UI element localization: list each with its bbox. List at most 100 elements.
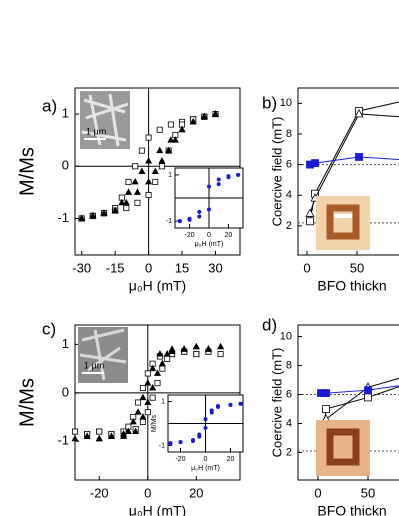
data-point bbox=[135, 399, 142, 406]
data-point bbox=[190, 439, 195, 444]
data-point bbox=[132, 163, 139, 170]
data-point bbox=[178, 440, 183, 445]
data-point bbox=[203, 425, 208, 430]
data-point bbox=[89, 211, 97, 219]
data-point bbox=[192, 342, 200, 350]
data-point bbox=[129, 417, 137, 425]
x-tick-label: -20 bbox=[185, 232, 195, 239]
data-point bbox=[145, 134, 152, 141]
y-tick-label: 8 bbox=[286, 359, 292, 371]
micrograph-texture bbox=[81, 93, 129, 147]
x-tick-label: -30 bbox=[72, 260, 91, 275]
data-point bbox=[364, 393, 372, 402]
x-tick-label: 0 bbox=[303, 260, 310, 275]
data-point bbox=[154, 380, 161, 387]
x-axis-label: μ₀H (mT) bbox=[129, 503, 186, 516]
data-point bbox=[364, 386, 372, 395]
y-axis-label: M/Ms bbox=[151, 414, 158, 432]
data-point bbox=[203, 417, 208, 422]
y-tick-label: 10 bbox=[280, 97, 292, 109]
data-point bbox=[134, 199, 141, 206]
x-tick-label: 0 bbox=[144, 485, 151, 500]
data-point bbox=[228, 402, 233, 407]
data-point bbox=[145, 157, 153, 164]
data-point bbox=[144, 379, 152, 386]
y-axis-label: Coercive field (mT) bbox=[269, 348, 284, 458]
data-point bbox=[164, 355, 171, 362]
data-point bbox=[145, 191, 152, 198]
data-point bbox=[134, 408, 142, 415]
data-point bbox=[305, 208, 315, 217]
data-point bbox=[200, 112, 208, 120]
data-point bbox=[197, 209, 202, 214]
inset-images bbox=[78, 91, 370, 476]
data-point bbox=[322, 405, 330, 413]
data-point bbox=[144, 370, 151, 377]
data-point bbox=[100, 209, 108, 216]
data-point bbox=[156, 126, 163, 133]
data-point bbox=[193, 351, 200, 358]
data-point bbox=[189, 117, 197, 125]
data-point bbox=[71, 434, 79, 442]
x-tick-label: 0 bbox=[204, 456, 208, 463]
scale-bar bbox=[84, 138, 106, 140]
data-point bbox=[122, 198, 130, 206]
data-point bbox=[177, 219, 182, 224]
x-tick-label: 20 bbox=[225, 232, 233, 239]
data-point bbox=[119, 430, 128, 437]
x-tick-label: -20 bbox=[175, 456, 185, 463]
data-point bbox=[311, 159, 319, 167]
data-point bbox=[149, 384, 157, 391]
mfm-pattern bbox=[326, 428, 360, 466]
scale-label: 1 μm bbox=[84, 360, 104, 370]
data-point bbox=[187, 217, 192, 222]
x-tick-label: -15 bbox=[106, 260, 125, 275]
data-point bbox=[158, 359, 166, 367]
panel-label: b) bbox=[262, 93, 277, 112]
data-point bbox=[139, 418, 146, 425]
data-point bbox=[165, 146, 173, 154]
data-point bbox=[83, 432, 91, 439]
data-point bbox=[132, 427, 140, 435]
data-point bbox=[197, 214, 202, 219]
data-point bbox=[151, 167, 159, 174]
x-tick-label: 0 bbox=[145, 260, 152, 275]
data-point bbox=[139, 413, 147, 420]
data-point bbox=[197, 434, 202, 439]
data-point bbox=[167, 121, 174, 128]
data-point bbox=[158, 163, 165, 170]
data-point bbox=[171, 136, 179, 143]
data-point bbox=[206, 184, 211, 189]
mfm-image bbox=[316, 196, 370, 250]
data-point bbox=[139, 384, 146, 391]
data-point bbox=[209, 410, 214, 415]
data-point bbox=[118, 198, 126, 206]
data-point bbox=[215, 405, 220, 410]
data-point bbox=[124, 188, 133, 195]
panel-label: a) bbox=[42, 96, 57, 115]
y-tick-label: 4 bbox=[286, 417, 292, 429]
data-point bbox=[168, 345, 176, 352]
y-tick-label: 6 bbox=[286, 388, 292, 400]
data-point bbox=[211, 110, 220, 117]
data-point bbox=[96, 428, 103, 435]
data-point bbox=[153, 369, 162, 376]
data-point bbox=[156, 350, 164, 357]
x-tick-label: 50 bbox=[361, 485, 375, 500]
data-point bbox=[217, 351, 224, 358]
data-point bbox=[111, 206, 119, 214]
y-tick-label: 1 bbox=[168, 172, 172, 179]
y-tick-label: 6 bbox=[286, 159, 292, 171]
data-point bbox=[138, 167, 146, 174]
scale-bar bbox=[82, 372, 104, 374]
data-point bbox=[123, 205, 130, 212]
y-axis-label: M/Ms bbox=[16, 378, 38, 427]
x-axis-label: BFO thickn bbox=[317, 503, 386, 516]
data-point bbox=[72, 428, 79, 435]
data-point bbox=[159, 365, 166, 372]
x-tick-label: 0 bbox=[314, 485, 321, 500]
panel: -20 0 20 -1 0 1 μ₀H (mT) M/Ms c) bbox=[16, 319, 241, 516]
data-point bbox=[145, 177, 153, 185]
